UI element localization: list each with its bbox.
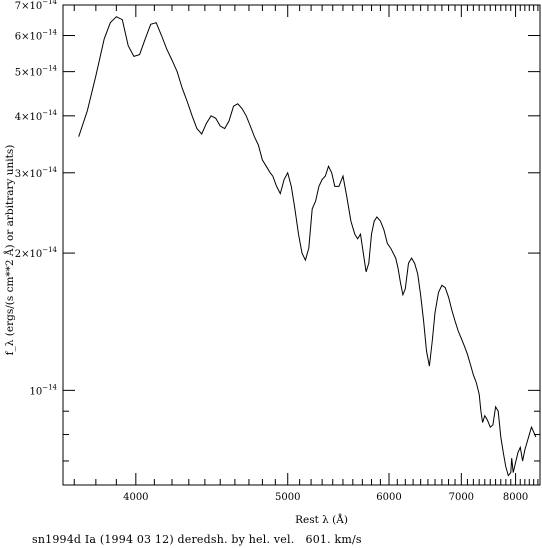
x-axis-title: Rest λ (Å) [295,512,348,526]
y-tick-label: 4×10−14 [15,109,58,123]
axis-ticks [63,4,540,485]
x-tick-label: 8000 [503,492,528,503]
y-tick-labels: 10−14 2×10−14 3×10−14 4×10−14 5×10−14 6×10−14… [15,0,58,397]
y-tick-label: 2×10−14 [15,246,58,260]
spectrum-line [78,16,537,477]
x-tick-label: 6000 [376,492,401,503]
spectrum-plot: 4000 5000 6000 7000 8000 10−14 2×10−14 3×10−14… [2,0,541,526]
spectrum-caption: sn1994d Ia (1994 03 12) deredsh. by hel.… [32,533,362,546]
y-axis-title: f_λ (ergs/(s cm**2 Å) or arbitrary units… [2,145,16,356]
x-tick-label: 4000 [123,492,148,503]
y-tick-label: 10−14 [29,383,57,397]
y-tick-label: 7×10−14 [15,0,58,12]
x-tick-label: 5000 [275,492,300,503]
y-tick-label: 3×10−14 [15,166,58,180]
x-tick-label: 7000 [449,492,474,503]
y-tick-label: 6×10−14 [15,29,58,43]
x-tick-labels: 4000 5000 6000 7000 8000 [123,492,528,503]
y-tick-label: 5×10−14 [15,65,58,79]
plot-frame [62,4,541,486]
